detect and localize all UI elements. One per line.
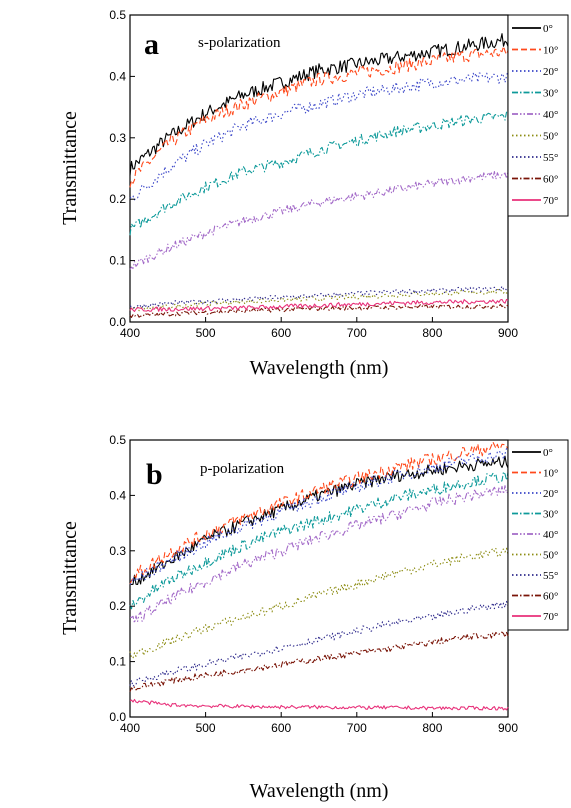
x-axis-label: Wavelength (nm) bbox=[250, 780, 389, 802]
legend-entries: 0° 10° 20° 30° 40° 50° 55° 60° 70° bbox=[512, 447, 558, 623]
series-line bbox=[129, 455, 509, 586]
x-tick-label: 800 bbox=[422, 326, 442, 340]
tick-layer: 400 500 600 700 800 900 0.0 0.1 0.2 0.3 0.4 0.5 bbox=[109, 8, 518, 340]
legend-box bbox=[507, 14, 569, 217]
legend-label: 60° bbox=[543, 174, 558, 186]
series-line bbox=[129, 170, 509, 270]
series-line bbox=[129, 303, 509, 318]
legend-entries: 0° 10° 20° 30° 40° 50° 55° 60° 70° bbox=[512, 23, 558, 207]
panel-label: a bbox=[144, 28, 159, 61]
x-tick-label: 900 bbox=[498, 721, 518, 735]
y-tick-label: 0.2 bbox=[109, 192, 126, 206]
legend-label: 0° bbox=[543, 447, 553, 459]
series-line bbox=[129, 600, 509, 687]
plot-frame bbox=[129, 14, 509, 323]
tick-layer: 400 500 600 700 800 900 0.0 0.1 0.2 0.3 0.4 0.5 bbox=[109, 433, 518, 735]
legend-label: 60° bbox=[543, 591, 558, 603]
series-line bbox=[129, 33, 509, 176]
legend-label: 40° bbox=[543, 109, 558, 121]
series-line bbox=[129, 448, 509, 585]
legend-label: 55° bbox=[543, 152, 558, 164]
series-line bbox=[129, 441, 509, 585]
chart-annotation: p-polarization bbox=[200, 461, 285, 477]
legend-label: 20° bbox=[543, 488, 558, 500]
y-tick-label: 0.3 bbox=[109, 131, 126, 145]
panel-label: b bbox=[146, 458, 163, 491]
x-tick-label: 600 bbox=[271, 326, 291, 340]
y-tick-label: 0.1 bbox=[109, 655, 126, 669]
legend-label: 50° bbox=[543, 550, 558, 562]
x-tick-label: 500 bbox=[196, 326, 216, 340]
x-tick-label: 800 bbox=[422, 721, 442, 735]
legend-label: 50° bbox=[543, 131, 558, 143]
legend-label: 20° bbox=[543, 66, 558, 78]
y-tick-label: 0.0 bbox=[109, 710, 126, 724]
x-tick-label: 700 bbox=[347, 721, 367, 735]
x-axis-label: Wavelength (nm) bbox=[250, 357, 389, 379]
series-layer bbox=[129, 441, 509, 711]
series-line bbox=[129, 111, 509, 236]
legend-label: 70° bbox=[543, 195, 558, 207]
series-line bbox=[129, 70, 509, 201]
legend: 0° 10° 20° 30° 40° 50° 55° 60° 70° bbox=[507, 14, 569, 217]
legend-label: 40° bbox=[543, 529, 558, 541]
y-axis-label: Transmittance bbox=[59, 111, 81, 225]
chart-annotation: s-polarization bbox=[198, 35, 281, 51]
series-line bbox=[129, 285, 509, 309]
legend-label: 70° bbox=[543, 611, 558, 623]
y-tick-label: 0.5 bbox=[109, 8, 126, 22]
x-tick-label: 600 bbox=[271, 721, 291, 735]
legend-box bbox=[507, 439, 569, 631]
legend-label: 30° bbox=[543, 88, 558, 100]
y-tick-label: 0.3 bbox=[109, 544, 126, 558]
series-line bbox=[129, 288, 509, 312]
series-line bbox=[129, 45, 509, 188]
y-tick-label: 0.5 bbox=[109, 433, 126, 447]
panel-a: 400 500 600 700 800 900 0.0 0.1 0.2 0.3 0.4 0.5 a s… bbox=[59, 8, 569, 379]
legend-label: 10° bbox=[543, 45, 558, 57]
panel-b: 400 500 600 700 800 900 0.0 0.1 0.2 0.3 0.4 0.5 b p… bbox=[59, 433, 569, 802]
legend-label: 10° bbox=[543, 468, 558, 480]
series-line bbox=[129, 631, 509, 692]
x-tick-label: 700 bbox=[347, 326, 367, 340]
plot-frame bbox=[129, 439, 509, 718]
legend-label: 0° bbox=[543, 23, 553, 35]
x-tick-label: 500 bbox=[196, 721, 216, 735]
series-line bbox=[129, 698, 509, 711]
x-tick-label: 400 bbox=[120, 326, 140, 340]
series-line bbox=[129, 471, 509, 610]
series-layer bbox=[129, 33, 509, 318]
y-tick-label: 0.4 bbox=[109, 488, 126, 502]
x-tick-label: 900 bbox=[498, 326, 518, 340]
legend: 0° 10° 20° 30° 40° 50° 55° 60° 70° bbox=[507, 439, 569, 631]
legend-label: 55° bbox=[543, 570, 558, 582]
y-tick-label: 0.4 bbox=[109, 69, 126, 83]
y-axis-label: Transmittance bbox=[59, 521, 81, 635]
series-line bbox=[129, 485, 509, 624]
y-tick-label: 0.1 bbox=[109, 254, 126, 268]
legend-label: 30° bbox=[543, 509, 558, 521]
y-tick-label: 0.2 bbox=[109, 599, 126, 613]
series-line bbox=[129, 547, 509, 659]
y-tick-label: 0.0 bbox=[109, 315, 126, 329]
x-tick-label: 400 bbox=[120, 721, 140, 735]
series-line bbox=[129, 298, 509, 313]
